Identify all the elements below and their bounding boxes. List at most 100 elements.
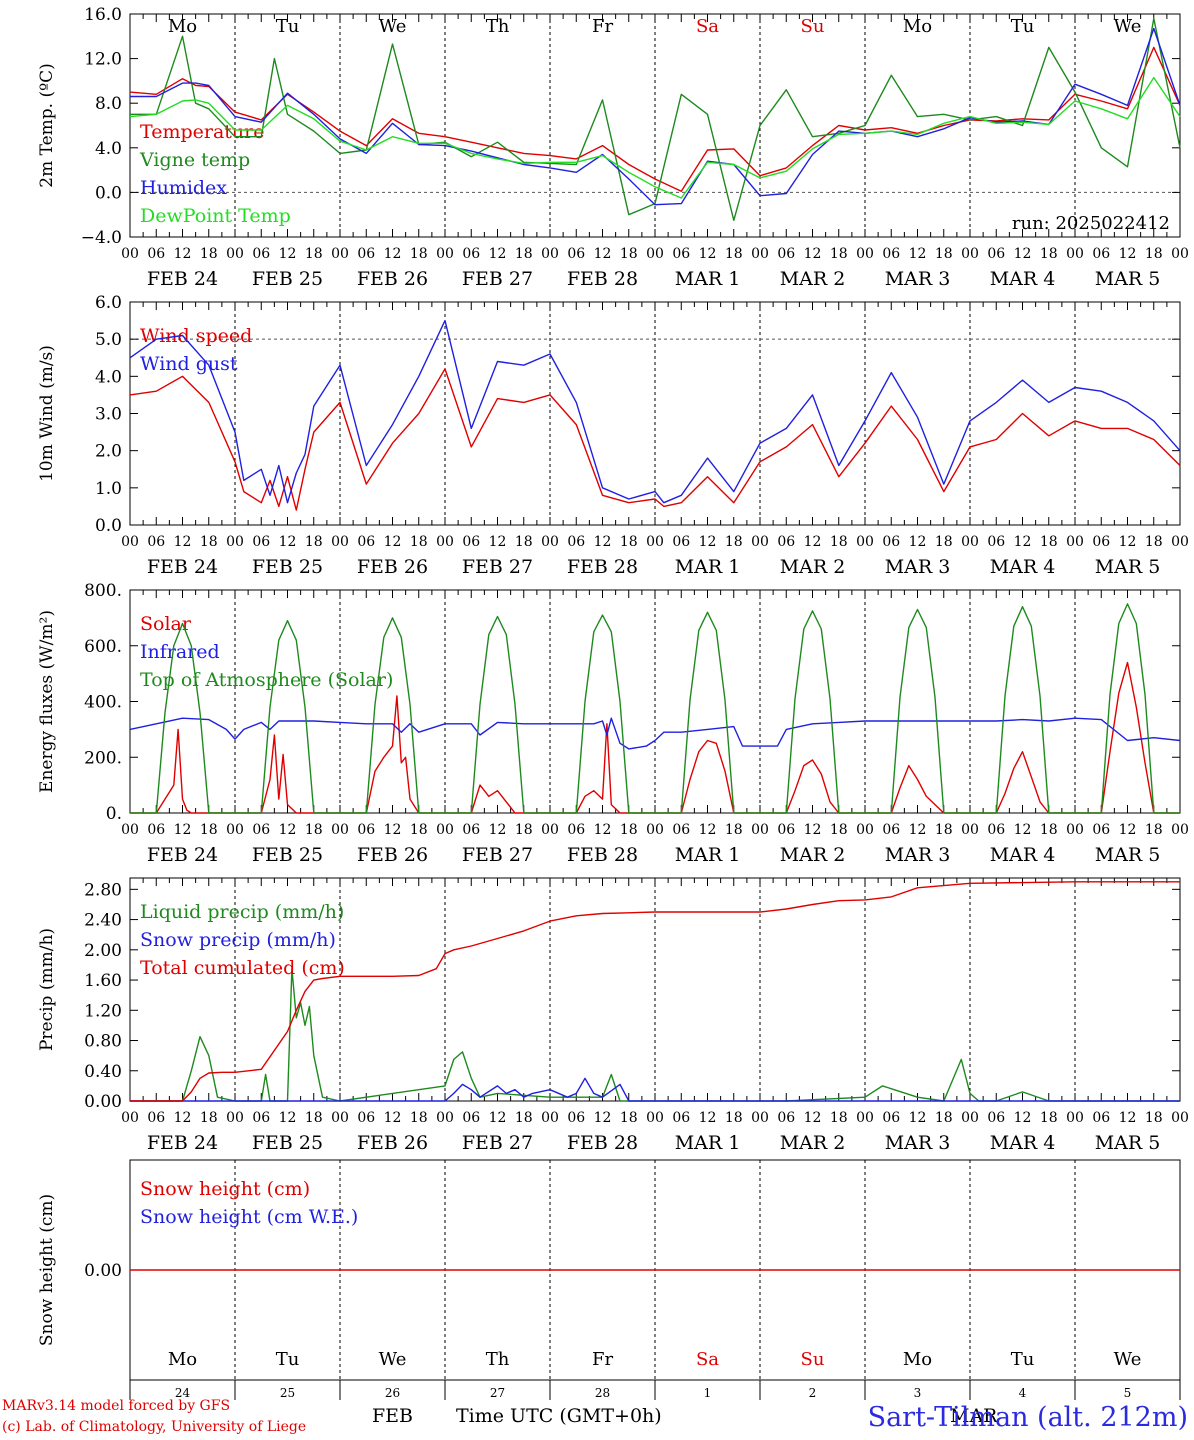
y-tick-label: 0.40 [84, 1062, 122, 1082]
date-label: FEB 26 [357, 556, 428, 578]
hour-tick-label: 00 [1171, 534, 1189, 550]
hour-tick-label: 12 [699, 1110, 717, 1126]
hour-tick-label: 12 [594, 246, 612, 262]
hour-tick-label: 12 [699, 246, 717, 262]
day-name-label: Sa [696, 1349, 719, 1370]
date-label: MAR 3 [885, 1132, 951, 1154]
hour-tick-label: 00 [751, 1110, 769, 1126]
hour-tick-label: 18 [200, 534, 218, 550]
date-label: MAR 3 [885, 844, 951, 866]
date-label: MAR 2 [780, 556, 846, 578]
hour-tick-label: 00 [436, 822, 454, 838]
y-axis-label: Snow height (cm) [37, 1194, 57, 1346]
hour-tick-label: 00 [226, 1110, 244, 1126]
day-number-label: 27 [490, 1386, 505, 1400]
date-label: MAR 3 [885, 556, 951, 578]
date-label: FEB 24 [147, 844, 218, 866]
day-name-label: We [379, 16, 407, 37]
hour-tick-label: 12 [489, 1110, 507, 1126]
date-label: FEB 25 [252, 1132, 323, 1154]
hour-tick-label: 18 [830, 246, 848, 262]
hour-tick-label: 18 [935, 822, 953, 838]
hour-tick-label: 12 [1014, 246, 1032, 262]
day-name-label: Mo [168, 16, 197, 37]
hour-tick-label: 12 [594, 822, 612, 838]
date-label: FEB 27 [462, 1132, 533, 1154]
y-tick-label: 3.0 [95, 405, 122, 425]
day-number-label: 3 [914, 1386, 922, 1400]
y-tick-label: 2.80 [84, 880, 122, 900]
footer-time-axis: Time UTC (GMT+0h) [456, 1405, 662, 1427]
date-label: MAR 5 [1095, 268, 1161, 290]
hour-tick-label: 00 [226, 822, 244, 838]
y-tick-label: 16.0 [84, 5, 122, 25]
hour-tick-label: 18 [1040, 534, 1058, 550]
y-tick-label: 0.00 [84, 1092, 122, 1112]
hour-tick-label: 06 [672, 822, 690, 838]
day-name-label: Tu [1011, 16, 1035, 37]
y-tick-label: 0.80 [84, 1032, 122, 1052]
hour-tick-label: 18 [515, 822, 533, 838]
hour-tick-label: 06 [987, 1110, 1005, 1126]
hour-tick-label: 12 [279, 534, 297, 550]
hour-tick-label: 00 [331, 534, 349, 550]
hour-tick-label: 12 [174, 822, 192, 838]
hour-tick-label: 12 [699, 822, 717, 838]
day-number-label: 4 [1019, 1386, 1027, 1400]
hour-tick-label: 12 [909, 1110, 927, 1126]
y-tick-label: 0.00 [84, 1261, 122, 1281]
y-tick-label: 8.0 [95, 94, 122, 114]
date-label: FEB 25 [252, 268, 323, 290]
date-label: FEB 24 [147, 556, 218, 578]
y-tick-label: 6.0 [95, 293, 122, 313]
day-number-label: 24 [175, 1386, 191, 1400]
date-label: MAR 1 [675, 268, 741, 290]
day-name-label: Th [486, 1349, 510, 1370]
y-tick-label: 400. [84, 693, 122, 713]
hour-tick-label: 12 [384, 534, 402, 550]
date-label: MAR 1 [675, 556, 741, 578]
y-tick-label: 1.0 [95, 479, 122, 499]
hour-tick-label: 12 [1119, 1110, 1137, 1126]
day-name-label: We [1114, 1349, 1142, 1370]
hour-tick-label: 12 [174, 1110, 192, 1126]
day-number-label: 5 [1124, 1386, 1132, 1400]
hour-tick-label: 12 [174, 246, 192, 262]
hour-tick-label: 12 [909, 534, 927, 550]
y-tick-label: 2.00 [84, 941, 122, 961]
date-label: MAR 5 [1095, 556, 1161, 578]
date-label: MAR 5 [1095, 844, 1161, 866]
hour-tick-label: 00 [961, 822, 979, 838]
y-axis-label: Energy fluxes (W/m²) [37, 610, 57, 793]
hour-tick-label: 00 [646, 246, 664, 262]
day-name-label: Su [801, 1349, 825, 1370]
day-number-label: 2 [809, 1386, 817, 1400]
y-tick-label: 0. [106, 804, 122, 824]
hour-tick-label: 12 [489, 246, 507, 262]
hour-tick-label: 06 [987, 822, 1005, 838]
hour-tick-label: 18 [1040, 246, 1058, 262]
hour-tick-label: 18 [410, 1110, 428, 1126]
series-line [130, 1077, 1180, 1102]
day-name-label: Fr [592, 1349, 613, 1370]
hour-tick-label: 18 [620, 246, 638, 262]
day-name-label: Tu [1011, 1349, 1035, 1370]
hour-tick-label: 00 [751, 822, 769, 838]
hour-tick-label: 06 [1092, 822, 1110, 838]
hour-tick-label: 00 [541, 534, 559, 550]
hour-tick-label: 18 [515, 534, 533, 550]
date-label: MAR 4 [990, 1132, 1056, 1154]
hour-tick-label: 18 [935, 1110, 953, 1126]
hour-tick-label: 12 [804, 1110, 822, 1126]
hour-tick-label: 06 [147, 534, 165, 550]
hour-tick-label: 00 [646, 1110, 664, 1126]
hour-tick-label: 00 [331, 1110, 349, 1126]
hour-tick-label: 18 [515, 1110, 533, 1126]
hour-tick-label: 18 [410, 246, 428, 262]
hour-tick-label: 12 [1119, 822, 1137, 838]
day-name-label: Mo [903, 1349, 932, 1370]
legend-entry: Liquid precip (mm/h) [140, 901, 344, 923]
hour-tick-label: 12 [804, 246, 822, 262]
y-tick-label: 4.0 [95, 139, 122, 159]
run-annotation: run: 2025022412 [1012, 213, 1170, 234]
